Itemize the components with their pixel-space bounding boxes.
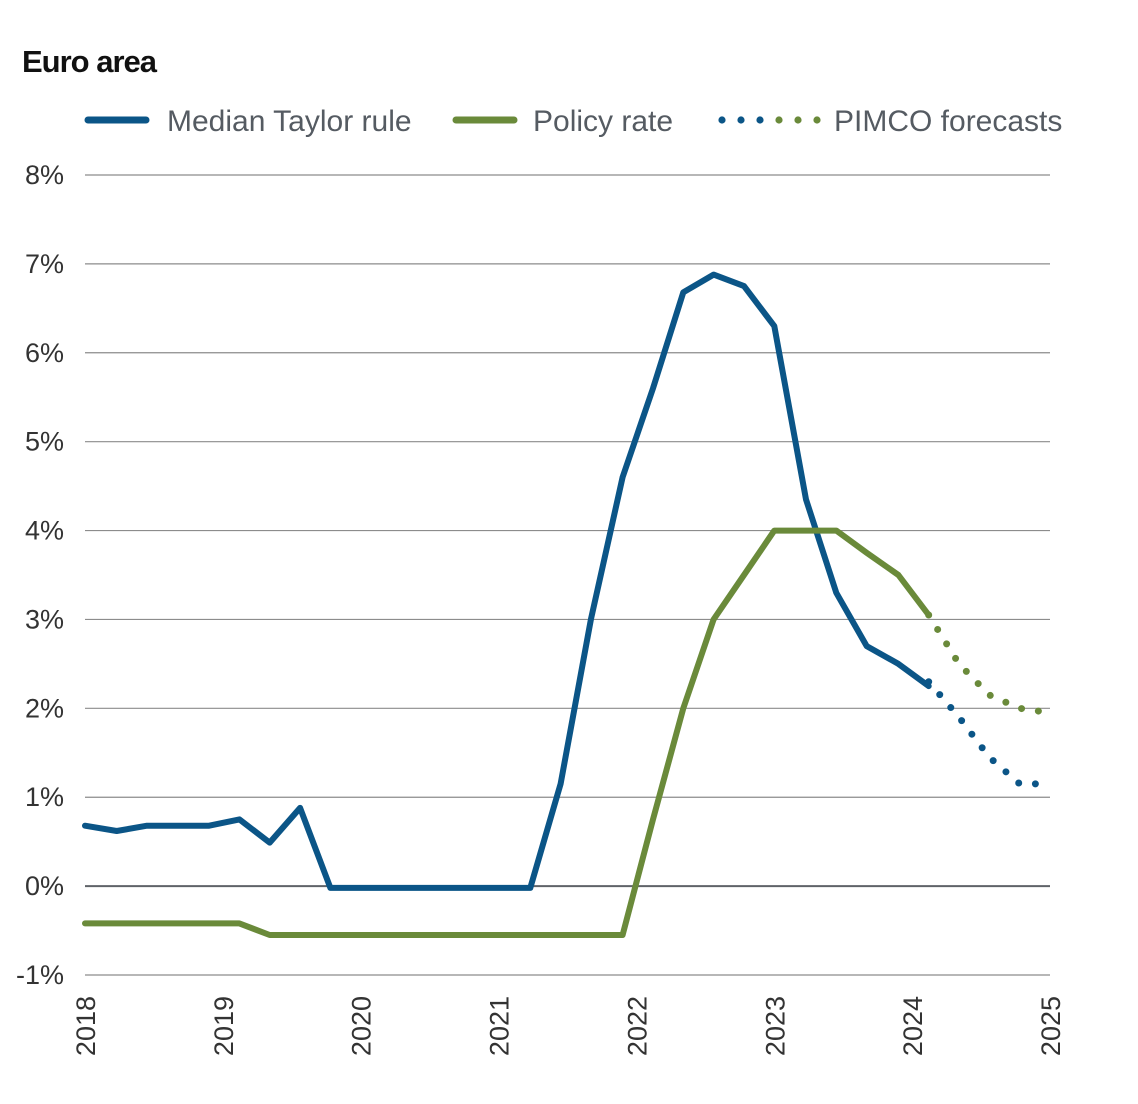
x-tick-label: 2024	[898, 996, 928, 1056]
x-axis-ticks: 2018 2019 2020 2021 2022 2023 2024 2025	[71, 996, 1066, 1056]
series-line	[925, 611, 1054, 717]
legend-swatch-dot	[718, 116, 726, 124]
x-tick-label: 2022	[622, 996, 652, 1056]
legend-swatch-dot	[737, 116, 745, 124]
y-axis-ticks: 8% 7% 6% 5% 4% 3% 2% 1% 0% -1%	[16, 160, 64, 990]
y-tick-label: -1%	[16, 960, 64, 990]
y-tick-label: 6%	[25, 338, 64, 368]
legend-swatch-dot	[794, 116, 802, 124]
series-line	[82, 271, 932, 891]
legend: Median Taylor rule Policy rate PIMCO forec…	[84, 105, 1062, 138]
y-tick-label: 8%	[25, 160, 64, 190]
x-tick-label: 2021	[485, 996, 515, 1056]
legend-label-median-taylor-rule: Median Taylor rule	[167, 105, 412, 138]
y-tick-label: 0%	[25, 871, 64, 901]
series-line	[925, 678, 1054, 788]
legend-swatch-dot	[813, 116, 821, 124]
x-tick-label: 2018	[71, 996, 101, 1056]
x-tick-label: 2019	[209, 996, 239, 1056]
legend-label-pimco-forecasts: PIMCO forecasts	[834, 105, 1062, 138]
y-tick-label: 3%	[25, 604, 64, 634]
x-tick-label: 2025	[1036, 996, 1066, 1056]
legend-swatch-dot	[775, 116, 783, 124]
y-tick-label: 4%	[25, 516, 64, 546]
chart-title: Euro area	[22, 44, 157, 79]
x-tick-label: 2020	[347, 996, 377, 1056]
x-tick-label: 2023	[760, 996, 790, 1056]
y-tick-label: 2%	[25, 693, 64, 723]
y-tick-label: 7%	[25, 249, 64, 279]
y-tick-label: 5%	[25, 427, 64, 457]
y-tick-label: 1%	[25, 782, 64, 812]
legend-label-policy-rate: Policy rate	[533, 105, 673, 138]
gridlines	[85, 174, 1050, 976]
series-line	[82, 527, 932, 938]
legend-swatch-dot	[756, 116, 764, 124]
series-lines	[82, 271, 1054, 938]
